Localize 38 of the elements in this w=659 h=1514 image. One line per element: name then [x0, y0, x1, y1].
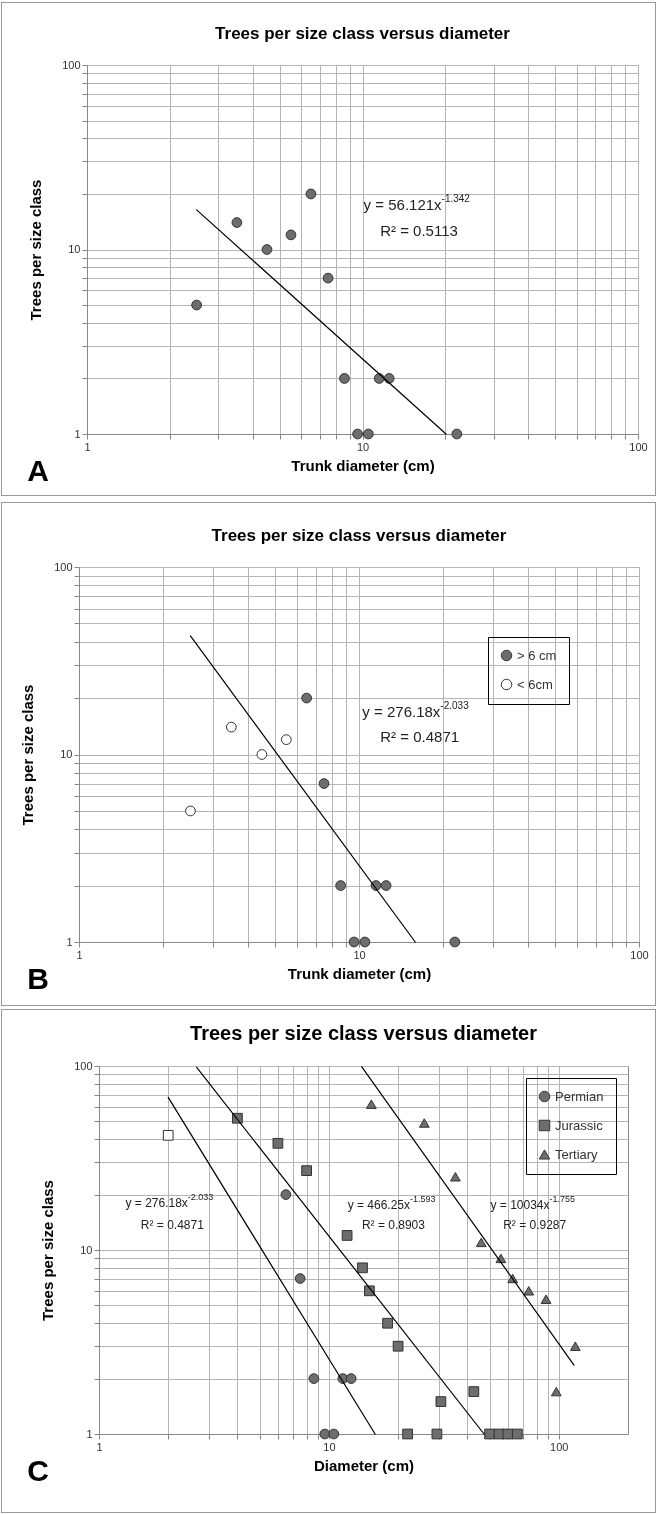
y-tick-label: 10 [60, 748, 73, 760]
legend-label: Jurassic [555, 1117, 604, 1133]
x-tick-label: 10 [356, 440, 370, 453]
y-tick-label: 100 [54, 560, 73, 573]
x-tick-label: 100 [550, 1440, 569, 1453]
y-tick-label: 10 [68, 243, 81, 255]
chart-title: Trees per size class versus diameter [211, 526, 507, 545]
chart-title: Trees per size class versus diameter [215, 24, 511, 43]
text: C [27, 1454, 49, 1487]
legend-label: < 6cm [517, 676, 553, 692]
y-tick-label: 100 [74, 1059, 93, 1072]
annotation: R² = 0.5113 [380, 222, 458, 240]
x-axis-title: Trunk diameter (cm) [291, 456, 435, 474]
x-tick-label: 100 [629, 440, 648, 453]
x-axis-title: Trunk diameter (cm) [287, 964, 432, 982]
annotation: R² = 0.8903 [361, 1217, 426, 1232]
text: B [27, 962, 49, 995]
legend-label: > 6 cm [517, 647, 557, 663]
y-axis-title: Trees per size class [19, 684, 37, 826]
annotation: R² = 0.9287 [503, 1217, 567, 1232]
text: A [27, 454, 49, 487]
annotation: R² = 0.4871 [140, 1217, 205, 1232]
y-axis-title: Trees per size class [27, 179, 45, 321]
y-tick-label: 1 [86, 1427, 93, 1440]
annotation: R² = 0.4871 [380, 727, 460, 745]
y-axis-title: Trees per size class [39, 1180, 57, 1321]
y-tick-label: 1 [66, 935, 73, 948]
x-tick-label: 1 [96, 1440, 103, 1453]
x-axis-title: Diameter (cm) [313, 1456, 415, 1474]
y-tick-label: 100 [62, 58, 81, 71]
y-tick-label: 1 [74, 427, 81, 440]
y-tick-label: 10 [80, 1243, 93, 1256]
x-tick-label: 10 [353, 948, 366, 961]
chart-title: Trees per size class versus diameter [190, 1022, 538, 1044]
x-tick-label: 10 [323, 1440, 336, 1453]
x-tick-label: 100 [630, 948, 649, 961]
legend-label: Permian [555, 1088, 604, 1104]
legend-label: Tertiary [555, 1146, 599, 1162]
